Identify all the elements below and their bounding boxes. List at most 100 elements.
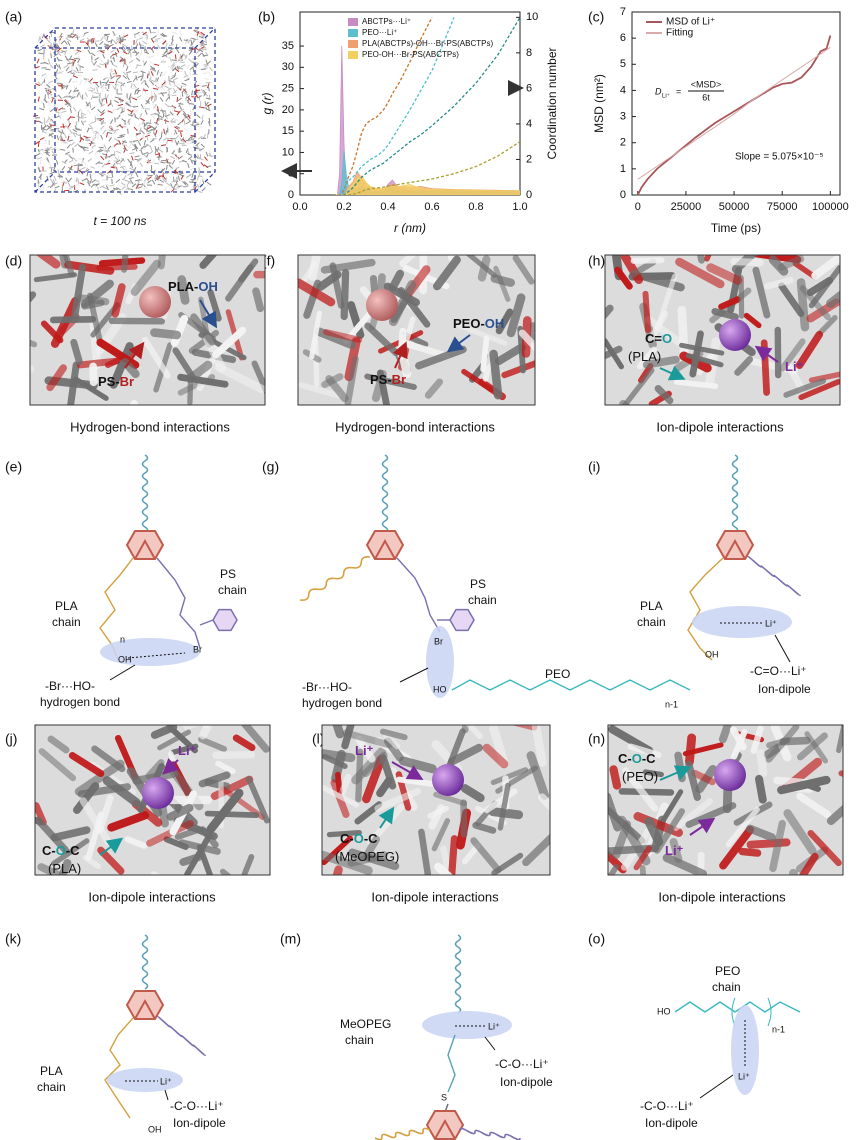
bond: [135, 57, 141, 62]
stick: [73, 376, 109, 401]
bond: [57, 175, 63, 178]
stick: [804, 731, 829, 764]
stick: [313, 338, 320, 388]
bond: [120, 134, 126, 136]
bond: [154, 176, 158, 182]
bond: [160, 33, 165, 38]
bond: [136, 94, 142, 99]
stick: [691, 769, 716, 786]
bond: [56, 56, 60, 62]
legend-swatch: [348, 51, 358, 59]
bond: [134, 116, 140, 120]
stick: [212, 750, 256, 759]
bond: [111, 163, 116, 168]
bond: [37, 81, 42, 86]
bond: [61, 160, 67, 164]
label: (PLA): [628, 349, 661, 364]
stick: [362, 755, 386, 804]
bond: [54, 115, 60, 119]
bond: [158, 71, 164, 76]
bond: [75, 133, 81, 137]
bond: [187, 155, 193, 160]
bond: [91, 60, 95, 66]
label: PS: [220, 567, 236, 581]
stick: [388, 280, 417, 327]
bond: [142, 180, 146, 186]
bond: [72, 29, 75, 35]
bond: [179, 108, 185, 113]
bond: [67, 41, 71, 46]
bond: [47, 93, 50, 100]
coordination-line: [333, 17, 433, 195]
bond: [95, 182, 100, 187]
bond: [164, 48, 168, 54]
bond: [119, 135, 125, 137]
bond: [53, 166, 56, 172]
bond: [156, 118, 159, 124]
bond: [150, 38, 155, 43]
x-tick-label: 50000: [719, 201, 750, 213]
stick: [465, 255, 497, 278]
bond: [137, 75, 143, 79]
stick: [838, 770, 843, 777]
label-part: O: [354, 831, 364, 846]
snapshot-frame: [34, 724, 271, 876]
bond: [155, 77, 158, 83]
bond: [148, 55, 154, 59]
label: chain: [52, 615, 81, 629]
bond: [134, 155, 140, 158]
panel-label: (e): [5, 459, 22, 475]
y2-tick-label: 4: [526, 118, 532, 130]
stick: [483, 788, 518, 814]
bond: [170, 141, 176, 144]
bond: [193, 141, 195, 147]
stick: [207, 289, 222, 322]
label-part: C-: [340, 831, 354, 846]
bond: [99, 80, 102, 86]
bond: [129, 167, 135, 171]
chain-wave: [157, 1015, 206, 1057]
snapshot: [608, 725, 843, 875]
bond: [116, 47, 120, 53]
bond: [144, 109, 148, 115]
msd-line: [637, 46, 831, 180]
label: -Br···HO-: [302, 680, 352, 694]
bond: [152, 81, 155, 87]
chain-bond: [687, 557, 724, 661]
bond: [60, 139, 66, 142]
bicyclic-core: [125, 990, 165, 1020]
bond: [60, 148, 66, 151]
stick: [383, 732, 401, 750]
stick: [654, 384, 674, 405]
bond: [67, 70, 73, 74]
y-tick-label: 15: [282, 125, 294, 137]
stick: [67, 361, 80, 405]
stick: [798, 852, 819, 875]
bond: [140, 149, 144, 155]
stick: [326, 829, 362, 838]
bond: [195, 92, 199, 98]
bond: [77, 116, 80, 122]
label: PS-Br: [98, 374, 134, 389]
bond: [108, 68, 114, 73]
bond: [101, 87, 105, 93]
bond: [122, 45, 126, 51]
bond: [208, 152, 213, 158]
stick: [826, 290, 840, 308]
bond: [126, 145, 132, 149]
bond: [200, 88, 205, 94]
bond: [74, 50, 80, 55]
bond: [196, 183, 200, 189]
bond: [157, 159, 162, 165]
label-part: C-: [42, 843, 56, 858]
stick: [64, 260, 115, 275]
bond: [64, 55, 69, 61]
stick: [49, 315, 97, 324]
bond: [167, 92, 173, 96]
bond: [113, 142, 118, 147]
bond: [178, 104, 183, 110]
bond: [203, 91, 207, 97]
bond: [121, 36, 124, 42]
bond: [100, 155, 105, 161]
bond: [208, 117, 211, 123]
